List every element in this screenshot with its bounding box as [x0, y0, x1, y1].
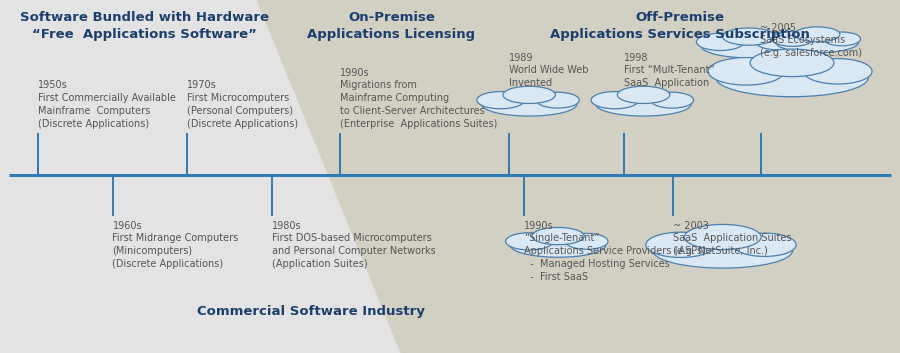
- Ellipse shape: [734, 233, 796, 256]
- Ellipse shape: [756, 34, 799, 50]
- Ellipse shape: [723, 28, 775, 45]
- Ellipse shape: [482, 92, 577, 116]
- Ellipse shape: [506, 233, 554, 250]
- Ellipse shape: [510, 233, 606, 257]
- Text: ~ 2003
SaaS  Application Suites
(e.g. NetSuite, Inc.): ~ 2003 SaaS Application Suites (e.g. Net…: [673, 221, 792, 256]
- Text: 1980s
First DOS-based Microcomputers
and Personal Computer Networks
(Application: 1980s First DOS-based Microcomputers and…: [272, 221, 436, 269]
- Text: 1990s
Migrations from
Mainframe Computing
to Client-Server Architectures
(Enterp: 1990s Migrations from Mainframe Computin…: [340, 68, 498, 129]
- Text: 1970s
First Microcomputers
(Personal Computers)
(Discrete Applications): 1970s First Microcomputers (Personal Com…: [187, 80, 298, 129]
- Ellipse shape: [532, 227, 584, 245]
- Ellipse shape: [565, 233, 608, 249]
- Ellipse shape: [708, 58, 785, 85]
- Text: 1989
World Wide Web
Invented: 1989 World Wide Web Invented: [509, 53, 589, 88]
- Ellipse shape: [617, 86, 670, 103]
- Ellipse shape: [697, 33, 744, 50]
- Text: Off-Premise
Applications Services Subscription: Off-Premise Applications Services Subscr…: [550, 11, 809, 41]
- Ellipse shape: [503, 86, 555, 103]
- Ellipse shape: [652, 233, 793, 268]
- Text: 1990s
“Single-Tenant”
Applications Service Providers (ASPs)
  -  Managed Hosting: 1990s “Single-Tenant” Applications Servi…: [524, 221, 706, 282]
- Ellipse shape: [651, 92, 694, 108]
- Ellipse shape: [646, 232, 716, 257]
- Ellipse shape: [477, 91, 525, 109]
- Ellipse shape: [750, 49, 834, 77]
- Text: Software Bundled with Hardware
“Free  Applications Software”: Software Bundled with Hardware “Free App…: [20, 11, 268, 41]
- Text: ~ 2005
SaaS Ecosystems
(e.g. salesforce.com): ~ 2005 SaaS Ecosystems (e.g. salesforce.…: [760, 23, 862, 58]
- Ellipse shape: [591, 91, 639, 109]
- Ellipse shape: [701, 34, 796, 58]
- Ellipse shape: [716, 59, 868, 97]
- Text: 1998
First “Mult-Tenant”
SaaS  Application: 1998 First “Mult-Tenant” SaaS Applicatio…: [624, 53, 715, 88]
- Ellipse shape: [596, 92, 691, 116]
- Ellipse shape: [824, 32, 860, 46]
- Ellipse shape: [772, 31, 813, 46]
- Ellipse shape: [684, 225, 761, 250]
- Text: 1950s
First Commercially Available
Mainframe  Computers
(Discrete Applications): 1950s First Commercially Available Mainf…: [38, 80, 176, 129]
- Ellipse shape: [776, 32, 859, 53]
- Text: Commercial Software Industry: Commercial Software Industry: [196, 305, 425, 318]
- Text: 1960s
First Midrange Computers
(Minicomputers)
(Discrete Applications): 1960s First Midrange Computers (Minicomp…: [112, 221, 238, 269]
- Text: On-Premise
Applications Licensing: On-Premise Applications Licensing: [308, 11, 475, 41]
- Ellipse shape: [795, 27, 840, 42]
- Ellipse shape: [804, 59, 872, 84]
- Ellipse shape: [536, 92, 580, 108]
- Polygon shape: [0, 0, 400, 353]
